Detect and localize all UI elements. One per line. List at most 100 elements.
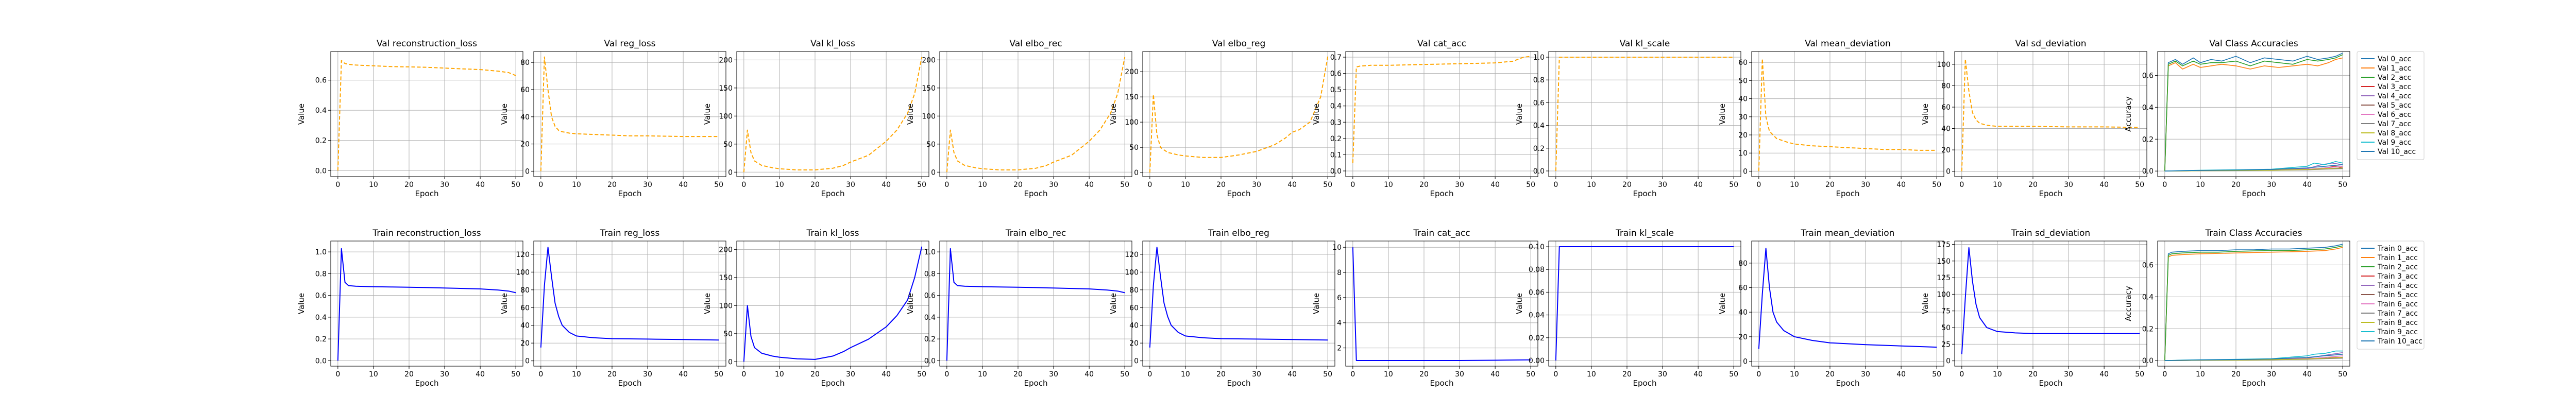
legend-label: Train 5_acc [2377,291,2418,299]
y-tick-label: 1.0 [315,248,327,256]
chart-13: 0 10 20 30 40 50 0.0 0.2 0.4 0.6 0.8 1.0 Train elbo_… [906,228,1132,388]
x-tick-label: 30 [2064,181,2073,189]
chart-title: Train mean_deviation [1801,228,1895,238]
x-tick-label: 0 [2162,181,2167,189]
chart-17: 0 10 20 30 40 50 0 20 40 60 80 Train mean_deviation… [1718,228,1944,388]
y-tick-label: 10 [1738,149,1748,158]
y-tick-label: 40 [1129,322,1139,330]
y-axis-label: Value [1515,293,1524,314]
series-line-val-0 [337,60,516,171]
x-tick-label: 50 [1729,370,1738,379]
legend-label: Val 6_acc [2378,111,2411,119]
y-tick-label: 0.04 [1529,312,1545,320]
y-tick-label: 0.0 [315,167,327,175]
plot-frame [2157,241,2350,367]
y-tick-label: 0.0 [924,357,936,365]
x-tick-label: 0 [1959,370,1964,379]
y-axis-label: Value [500,104,509,125]
y-tick-label: 0.7 [1330,54,1342,62]
x-tick-label: 30 [2267,370,2276,379]
plot-frame [939,241,1132,367]
plot-frame [1954,241,2147,367]
legend-label: Val 4_acc [2378,92,2411,100]
y-tick-label: 150 [719,274,733,282]
series-line-train-16 [1555,246,1734,361]
x-tick-label: 40 [679,181,688,189]
chart-12: 0 10 20 30 40 50 0 50 100 150 200 Train kl_loss Epoc… [703,228,929,388]
plot-frame [1345,241,1538,367]
x-tick-label: 0 [335,370,340,379]
series-line-val-4 [1149,56,1329,173]
y-tick-label: 120 [1125,251,1139,259]
series-line-val-1 [540,56,719,171]
x-axis-label: Epoch [2039,379,2063,388]
legend-label: Train 6_acc [2377,300,2418,308]
y-tick-label: 100 [922,112,936,121]
x-tick-label: 0 [741,181,746,189]
series-line-val-0_acc [2164,53,2343,171]
x-tick-label: 20 [1825,181,1835,189]
y-tick-label: 40 [1941,125,1951,133]
x-tick-label: 30 [1049,181,1058,189]
x-tick-label: 40 [2099,370,2109,379]
y-tick-label: 0.02 [1529,334,1545,342]
x-axis-label: Epoch [2039,189,2063,198]
legend-label: Train 0_acc [2377,245,2418,253]
y-tick-label: 0.0 [1330,167,1342,176]
series-line-train-14 [1149,247,1328,348]
y-tick-label: 40 [520,322,530,330]
x-tick-label: 20 [1013,181,1023,189]
chart-title: Train Class Accuracies [2205,228,2302,238]
x-tick-label: 10 [978,370,987,379]
x-tick-label: 20 [810,181,820,189]
y-tick-label: 0.2 [1533,145,1545,153]
plot-frame [1548,241,1741,367]
x-tick-label: 10 [1790,181,1799,189]
x-tick-label: 20 [2231,370,2241,379]
y-axis-label: Value [1515,104,1524,125]
chart-title: Val reg_loss [604,39,655,49]
x-tick-label: 20 [2028,370,2038,379]
x-tick-label: 20 [1216,181,1226,189]
x-tick-label: 0 [538,370,543,379]
x-tick-label: 20 [1622,181,1632,189]
chart-5: 0 10 20 30 40 50 0.0 0.1 0.2 0.3 0.4 0.5 0.6 0.7 Val c… [1312,39,1538,198]
y-tick-label: 20 [520,141,530,149]
y-axis-label: Value [500,293,509,314]
y-tick-label: 0.6 [315,292,327,300]
x-tick-label: 10 [572,181,581,189]
chart-0: 0 10 20 30 40 50 0.0 0.2 0.4 0.6 Val reconstructio… [297,39,523,198]
legend-label: Val 2_acc [2378,74,2411,82]
chart-title: Train cat_acc [1413,228,1470,238]
x-axis-label: Epoch [1430,379,1454,388]
y-tick-label: 150 [1937,258,1951,266]
x-tick-label: 20 [607,370,617,379]
chart-8: 0 10 20 30 40 50 0 20 40 60 80 100 Val sd_deviation E… [1921,39,2147,198]
x-tick-label: 40 [679,370,688,379]
x-tick-label: 50 [1729,181,1738,189]
x-axis-label: Epoch [821,189,845,198]
x-tick-label: 50 [714,370,723,379]
y-axis-label: Value [1109,104,1118,125]
x-tick-label: 40 [476,370,485,379]
x-tick-label: 0 [1350,181,1355,189]
x-tick-label: 10 [369,181,378,189]
chart-3: 0 10 20 30 40 50 0 50 100 150 200 Val elbo_rec Epoch… [906,39,1132,198]
x-tick-label: 30 [1455,370,1464,379]
x-tick-label: 50 [511,370,520,379]
x-tick-label: 10 [1790,370,1799,379]
x-tick-label: 0 [944,370,949,379]
x-tick-label: 40 [1896,370,1906,379]
y-tick-label: 80 [520,59,530,67]
y-tick-label: 10 [1332,244,1342,252]
y-tick-label: 0.6 [1330,70,1342,78]
x-tick-label: 0 [1350,370,1355,379]
x-tick-label: 20 [607,181,617,189]
x-tick-label: 0 [1959,181,1964,189]
x-tick-label: 0 [538,181,543,189]
chart-11: 0 10 20 30 40 50 0 20 40 60 80 100 120 Train reg_loss… [500,228,726,388]
y-axis-label: Value [1718,104,1727,125]
x-tick-label: 40 [476,181,485,189]
series-line-val-6 [1555,57,1734,171]
